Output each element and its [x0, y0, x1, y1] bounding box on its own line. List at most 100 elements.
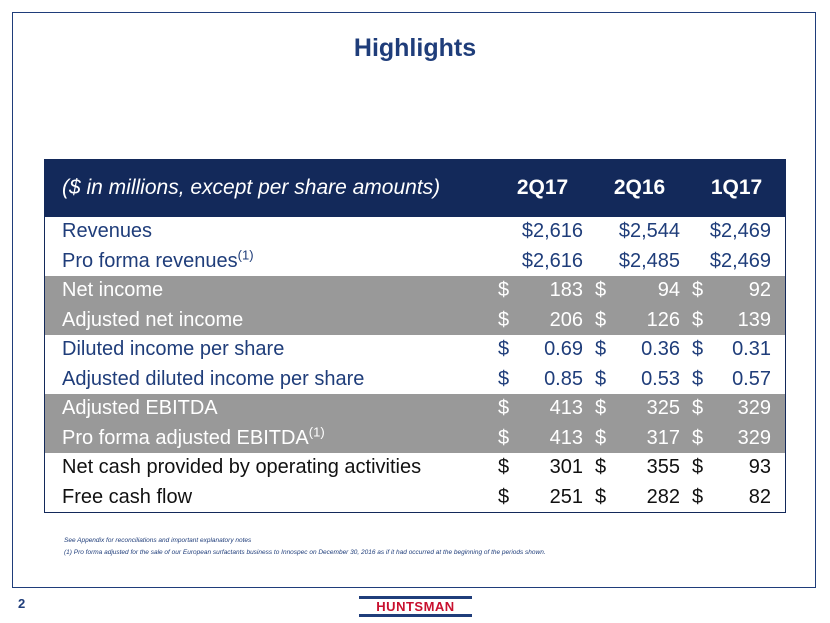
currency-symbol: $ — [595, 397, 607, 419]
row-label-text: Diluted income per share — [62, 338, 285, 360]
value-amount: 183 — [549, 279, 583, 301]
row-label: Revenues — [44, 217, 494, 247]
value-amount: 0.53 — [641, 367, 680, 390]
row-label-text: Pro forma adjusted EBITDA — [62, 426, 309, 449]
currency-symbol: $ — [498, 308, 510, 331]
value-cell: $183 — [494, 276, 591, 306]
row-label-text: Adjusted diluted income per share — [62, 367, 365, 390]
value-cell: $126 — [591, 305, 688, 335]
row-label-text: Pro forma revenues — [62, 249, 238, 272]
value-amount: 325 — [646, 397, 680, 419]
row-label: Net cash provided by operating activitie… — [44, 453, 494, 483]
value-amount: 329 — [737, 426, 771, 449]
currency-symbol: $ — [692, 485, 704, 508]
value-amount: 82 — [748, 485, 771, 508]
row-label-text: Revenues — [62, 220, 153, 242]
value-cell: $329 — [688, 394, 786, 424]
currency-symbol: $ — [498, 485, 510, 508]
row-label-text: Free cash flow — [62, 485, 193, 508]
period-header: 2Q17 — [494, 159, 591, 217]
currency-symbol: $ — [498, 397, 510, 419]
currency-symbol: $ — [692, 308, 704, 331]
value-amount: 251 — [549, 485, 583, 508]
table-row: Adjusted EBITDA $413 $325 $329 — [44, 394, 786, 424]
currency-symbol: $ — [498, 426, 510, 449]
value-amount: 0.57 — [732, 367, 771, 390]
value-amount: 282 — [646, 485, 680, 508]
currency-symbol: $ — [595, 456, 607, 478]
row-label-text: Adjusted EBITDA — [62, 397, 218, 419]
footnote-marker: (1) — [308, 423, 325, 439]
table-row: Net income $183 $94 $92 — [44, 276, 786, 306]
currency-symbol: $ — [498, 279, 510, 301]
value-cell: $0.53 — [591, 364, 688, 394]
value-cell: $2,544 — [591, 217, 688, 247]
table-row: Diluted income per share $0.69 $0.36 $0.31 — [44, 335, 786, 365]
value-amount: $2,616 — [521, 220, 583, 242]
currency-symbol: $ — [692, 456, 704, 478]
currency-symbol: $ — [595, 426, 607, 449]
value-cell: $0.85 — [494, 364, 591, 394]
value-cell: $2,616 — [494, 217, 591, 247]
value-cell: $355 — [591, 453, 688, 483]
table-header-row: ($ in millions, except per share amounts… — [44, 159, 786, 217]
logo-wordmark: HUNTSMAN — [376, 599, 455, 614]
currency-symbol: $ — [595, 308, 607, 331]
currency-symbol: $ — [498, 367, 510, 390]
value-cell: $301 — [494, 453, 591, 483]
currency-symbol: $ — [595, 338, 607, 360]
value-cell: $325 — [591, 394, 688, 424]
row-label-text: Adjusted net income — [62, 308, 244, 331]
value-amount: 206 — [549, 308, 583, 331]
value-cell: $282 — [591, 482, 688, 513]
value-amount: 92 — [748, 279, 771, 301]
row-label-text: Net cash provided by operating activitie… — [62, 456, 422, 478]
table-row: Pro forma revenues(1) $2,616 $2,485 $2,469 — [44, 246, 786, 276]
period-header: 1Q17 — [688, 159, 786, 217]
value-amount: $2,616 — [521, 249, 583, 272]
value-cell: $0.36 — [591, 335, 688, 365]
row-label: Adjusted diluted income per share — [44, 364, 494, 394]
value-amount: $2,544 — [618, 220, 680, 242]
huntsman-logo: HUNTSMAN — [359, 596, 472, 617]
value-amount: $2,485 — [618, 249, 680, 272]
table-row: Revenues $2,616 $2,544 $2,469 — [44, 217, 786, 247]
value-cell: $413 — [494, 394, 591, 424]
row-label: Net income — [44, 276, 494, 306]
value-amount: 94 — [657, 279, 680, 301]
value-cell: $82 — [688, 482, 786, 513]
currency-symbol: $ — [692, 338, 704, 360]
value-amount: 413 — [549, 397, 583, 419]
currency-symbol: $ — [692, 426, 704, 449]
row-label: Pro forma adjusted EBITDA(1) — [44, 423, 494, 453]
footnote: See Appendix for reconciliations and imp… — [64, 537, 252, 544]
slide-frame — [12, 12, 816, 588]
value-amount: 0.36 — [641, 338, 680, 360]
value-cell: $92 — [688, 276, 786, 306]
currency-symbol: $ — [692, 397, 704, 419]
currency-symbol: $ — [595, 485, 607, 508]
value-cell: $413 — [494, 423, 591, 453]
value-cell: $2,469 — [688, 246, 786, 276]
value-cell: $317 — [591, 423, 688, 453]
value-amount: 317 — [646, 426, 680, 449]
table-row: Adjusted net income $206 $126 $139 — [44, 305, 786, 335]
highlights-table: ($ in millions, except per share amounts… — [44, 159, 786, 513]
value-cell: $251 — [494, 482, 591, 513]
table-row: Adjusted diluted income per share $0.85 $0… — [44, 364, 786, 394]
value-amount: 139 — [737, 308, 771, 331]
value-cell: $2,469 — [688, 217, 786, 247]
value-cell: $0.31 — [688, 335, 786, 365]
value-amount: 0.31 — [732, 338, 771, 360]
row-label-text: Net income — [62, 279, 164, 301]
value-amount: 93 — [748, 456, 771, 478]
footnote-marker: (1) — [237, 246, 254, 262]
value-cell: $2,485 — [591, 246, 688, 276]
footnotes: See Appendix for reconciliations and imp… — [64, 537, 546, 561]
value-cell: $94 — [591, 276, 688, 306]
row-label: Free cash flow — [44, 482, 494, 513]
page-number: 2 — [18, 596, 26, 611]
period-header: 2Q16 — [591, 159, 688, 217]
value-amount: 126 — [646, 308, 680, 331]
currency-symbol: $ — [595, 279, 607, 301]
